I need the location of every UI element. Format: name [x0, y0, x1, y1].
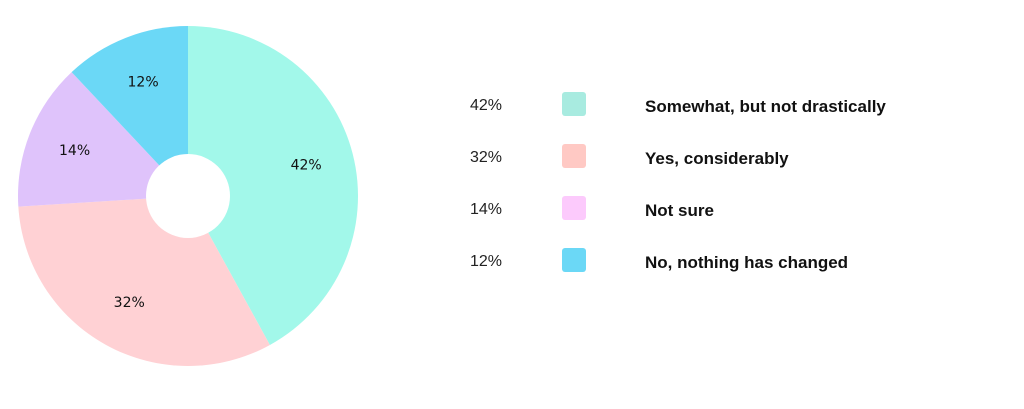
pie-slice	[18, 72, 188, 207]
slice-labels: 42% 32% 14% 12%	[59, 75, 322, 311]
slice-label: 14%	[59, 143, 90, 159]
legend-item: 14% Not sure	[470, 187, 990, 239]
legend-percentage: 12%	[470, 253, 503, 270]
legend-percentage: 42%	[470, 97, 503, 114]
pie-slice	[71, 26, 188, 196]
slice-label: 12%	[128, 75, 159, 91]
legend-swatch	[562, 144, 586, 168]
pie-slice	[188, 26, 359, 345]
donut-hole	[146, 154, 230, 238]
legend-percentage: 14%	[470, 201, 503, 218]
legend-label: No, nothing has changed	[645, 253, 849, 272]
legend-item: 12% No, nothing has changed	[470, 239, 990, 291]
legend: 42% Somewhat, but not drastically 32% Ye…	[470, 83, 990, 291]
slice-label: 32%	[114, 295, 145, 311]
pie-chart: 42% 32% 14% 12%	[18, 26, 359, 366]
pie-slices	[18, 26, 359, 366]
legend-swatch	[562, 92, 586, 116]
legend-percentage: 32%	[470, 149, 503, 166]
legend-swatch	[562, 196, 586, 220]
legend-label: Yes, considerably	[645, 149, 789, 168]
legend-swatch	[562, 248, 586, 272]
legend-item: 42% Somewhat, but not drastically	[470, 83, 990, 135]
slice-label: 42%	[291, 158, 322, 174]
legend-label: Not sure	[645, 201, 714, 220]
legend-item: 32% Yes, considerably	[470, 135, 990, 187]
legend-label: Somewhat, but not drastically	[645, 97, 886, 116]
pie-slice	[18, 196, 270, 366]
